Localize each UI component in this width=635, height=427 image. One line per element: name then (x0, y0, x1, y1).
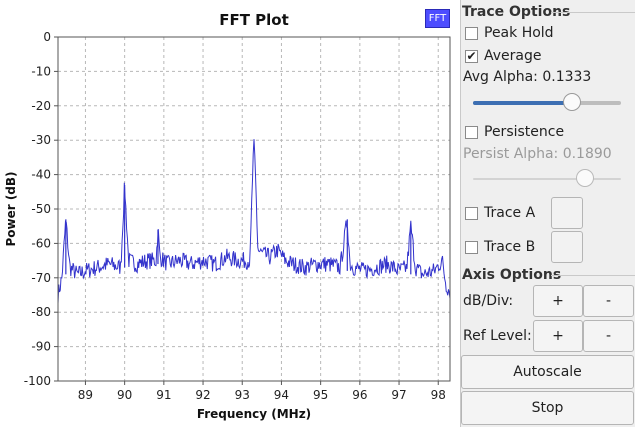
x-tick-label: 94 (274, 388, 289, 402)
y-tick-label: -40 (31, 168, 51, 182)
x-tick-label: 92 (195, 388, 210, 402)
y-tick-label: -20 (31, 99, 51, 113)
avg-alpha-fill (473, 101, 572, 105)
avg-alpha-slider[interactable] (473, 92, 621, 114)
trace-b-row[interactable]: Trace B (465, 239, 535, 255)
y-tick-label: -80 (31, 305, 51, 319)
y-tick-label: 0 (43, 30, 51, 44)
fft-plot-area: 0 -10 -20 -30 -40 -50 -60 -70 -80 -90 -100 89 90 91 92… (0, 0, 460, 427)
average-checkbox[interactable]: ✔ (465, 49, 478, 63)
plot-background (58, 37, 450, 381)
db-div-decrease-button[interactable]: - (583, 285, 634, 317)
db-div-label: dB/Div: (463, 293, 514, 309)
trace-options-title: Trace Options (462, 4, 571, 20)
trace-a-color-button[interactable] (551, 197, 583, 229)
fft-plot[interactable]: 0 -10 -20 -30 -40 -50 -60 -70 -80 -90 -100 89 90 91 92… (0, 0, 460, 427)
y-tick-label: -60 (31, 236, 51, 250)
trace-a-checkbox[interactable] (465, 206, 478, 220)
x-tick-label: 98 (431, 388, 446, 402)
axis-options-title: Axis Options (462, 267, 562, 283)
chart-title: FFT Plot (219, 11, 289, 29)
fft-series-line (57, 139, 451, 304)
persistence-row[interactable]: Persistence (465, 124, 564, 140)
stop-button[interactable]: Stop (461, 391, 634, 425)
x-tick-label: 97 (391, 388, 406, 402)
trace-a-label: Trace A (484, 205, 536, 221)
x-tick-label: 96 (352, 388, 367, 402)
y-tick-label: -10 (31, 64, 51, 78)
x-axis-label: Frequency (MHz) (197, 407, 311, 421)
y-axis-label: Power (dB) (4, 171, 18, 246)
legend-fft-badge: FFT (425, 9, 450, 28)
x-tick-label: 91 (156, 388, 171, 402)
peak-hold-label: Peak Hold (484, 25, 554, 41)
autoscale-button[interactable]: Autoscale (461, 355, 634, 389)
y-tick-label: -90 (31, 340, 51, 354)
average-row[interactable]: ✔ Average (465, 48, 542, 64)
y-tick-label: -50 (31, 202, 51, 216)
persist-alpha-label: Persist Alpha: 0.1890 (463, 146, 612, 162)
avg-alpha-label: Avg Alpha: 0.1333 (463, 69, 592, 85)
persist-alpha-thumb[interactable] (575, 169, 594, 187)
x-tick-label: 89 (78, 388, 93, 402)
avg-alpha-thumb[interactable] (562, 93, 581, 111)
persistence-checkbox[interactable] (465, 125, 478, 139)
ref-level-decrease-button[interactable]: - (583, 320, 634, 352)
persist-alpha-slider[interactable] (473, 168, 621, 190)
control-panel: Trace Options Peak Hold ✔ Average Avg Al… (460, 0, 635, 427)
persistence-label: Persistence (484, 124, 565, 140)
y-tick-label: -30 (31, 133, 51, 147)
trace-b-checkbox[interactable] (465, 240, 478, 254)
y-tick-label: -70 (31, 271, 51, 285)
trace-options-divider (551, 12, 635, 13)
average-label: Average (484, 48, 542, 64)
x-tick-label: 95 (313, 388, 328, 402)
peak-hold-row[interactable]: Peak Hold (465, 25, 554, 41)
trace-b-color-button[interactable] (551, 231, 583, 263)
x-tick-label: 93 (235, 388, 250, 402)
persist-alpha-track (473, 178, 621, 180)
trace-b-label: Trace B (484, 239, 536, 255)
axis-options-divider (551, 275, 635, 276)
db-div-increase-button[interactable]: + (533, 285, 583, 317)
peak-hold-checkbox[interactable] (465, 26, 478, 40)
ref-level-increase-button[interactable]: + (533, 320, 583, 352)
trace-a-row[interactable]: Trace A (465, 205, 535, 221)
x-tick-label: 90 (117, 388, 132, 402)
ref-level-label: Ref Level: (463, 328, 532, 344)
y-tick-label: -100 (24, 374, 51, 388)
